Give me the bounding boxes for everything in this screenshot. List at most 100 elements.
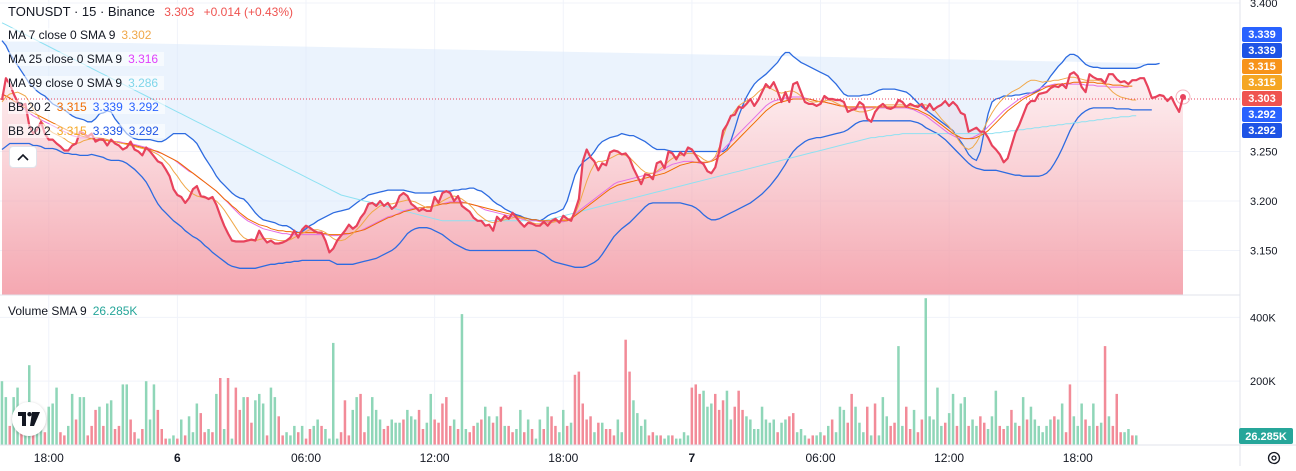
volume-value: 26.285K bbox=[92, 304, 138, 318]
volume-bar bbox=[211, 432, 214, 445]
volume-bar bbox=[562, 409, 565, 445]
volume-bar bbox=[164, 438, 167, 445]
volume-bar bbox=[1076, 425, 1079, 445]
legend-bb1[interactable]: BB 20 2 3.315 3.339 3.292 bbox=[8, 100, 165, 114]
volume-bar bbox=[667, 435, 670, 445]
volume-bar bbox=[690, 387, 694, 445]
volume-bar bbox=[386, 425, 390, 445]
legend-ma25[interactable]: MA 25 close 0 SMA 9 3.316 bbox=[8, 52, 165, 66]
volume-bar bbox=[1099, 422, 1103, 445]
volume-bar bbox=[250, 422, 253, 445]
chevron-up-icon bbox=[17, 153, 29, 161]
price-badge bbox=[1242, 75, 1282, 90]
legend-ma99[interactable]: MA 99 close 0 SMA 9 3.286 bbox=[8, 76, 165, 90]
legend-ma7[interactable]: MA 7 close 0 SMA 9 3.302 bbox=[8, 28, 158, 42]
price-badge bbox=[1242, 27, 1282, 42]
volume-bar bbox=[371, 397, 374, 445]
volume-bar bbox=[258, 393, 261, 445]
volume-bar bbox=[277, 416, 280, 445]
volume-bar bbox=[698, 393, 701, 445]
volume-bar bbox=[616, 419, 620, 445]
volume-bar bbox=[1018, 425, 1021, 445]
volume-bar bbox=[905, 406, 908, 445]
volume-bar bbox=[589, 416, 592, 445]
volume-bar bbox=[1088, 425, 1091, 445]
volume-bar bbox=[452, 419, 456, 445]
chart-settings-button[interactable] bbox=[1266, 450, 1282, 466]
volume-bar bbox=[117, 425, 121, 445]
volume-bar bbox=[920, 419, 924, 445]
volume-bar bbox=[714, 393, 717, 445]
volume-bar bbox=[390, 419, 393, 445]
volume-bar bbox=[916, 432, 920, 445]
price-area bbox=[2, 72, 1183, 295]
volume-bar bbox=[702, 390, 705, 445]
volume-bars bbox=[0, 298, 1138, 445]
volume-bar bbox=[437, 422, 440, 445]
volume-bar bbox=[144, 381, 148, 445]
volume-bar bbox=[398, 422, 401, 445]
volume-bar bbox=[889, 425, 892, 445]
volume-bar bbox=[74, 419, 78, 445]
volume-bar bbox=[43, 432, 47, 445]
tradingview-logo[interactable] bbox=[12, 402, 46, 436]
volume-bar bbox=[254, 400, 257, 445]
volume-bar bbox=[768, 422, 772, 445]
volume-bar bbox=[756, 429, 760, 445]
volume-bar bbox=[1127, 429, 1130, 445]
volume-bar bbox=[265, 435, 269, 445]
volume-bar bbox=[94, 409, 97, 445]
volume-bar bbox=[273, 397, 277, 445]
price-badge-label: 3.339 bbox=[1248, 45, 1276, 57]
symbol-title[interactable]: TONUSDT · 15 · Binance bbox=[8, 4, 155, 19]
volume-bar bbox=[480, 419, 483, 445]
price-tick-label: 3.400 bbox=[1250, 0, 1278, 10]
volume-bar bbox=[803, 435, 807, 445]
volume-bar bbox=[113, 429, 117, 445]
time-tick-label: 06:00 bbox=[291, 451, 321, 465]
volume-bar bbox=[4, 397, 8, 445]
collapse-legend-button[interactable] bbox=[9, 146, 37, 168]
volume-bar bbox=[413, 419, 417, 445]
volume-bar bbox=[1037, 425, 1040, 445]
volume-bar bbox=[335, 438, 339, 445]
volume-bar bbox=[795, 432, 799, 445]
volume-bar bbox=[308, 429, 312, 445]
ma7-label: MA 7 close 0 SMA 9 bbox=[8, 28, 116, 42]
volume-bar bbox=[542, 429, 545, 445]
bb-upper-line bbox=[1, 40, 1160, 234]
price-tick-label: 3.250 bbox=[1250, 147, 1278, 159]
volume-bar bbox=[963, 397, 966, 445]
volume-bar bbox=[643, 419, 647, 445]
volume-bar bbox=[484, 406, 487, 445]
volume-bar bbox=[203, 432, 206, 445]
price-badge-label: 3.339 bbox=[1248, 29, 1276, 41]
ma7-value: 3.302 bbox=[121, 28, 152, 42]
last-price-dot bbox=[1180, 94, 1186, 101]
price-axis-labels[interactable]: 3.400 3.250 3.200 3.150 bbox=[1250, 0, 1278, 258]
volume-bar bbox=[593, 432, 596, 445]
volume-bar bbox=[491, 422, 495, 445]
price-badges: 3.339 3.339 3.315 3.315 3.303 3.292 3.292 26.28… bbox=[1239, 27, 1293, 444]
volume-bar bbox=[940, 425, 943, 445]
volume-bar bbox=[873, 403, 877, 445]
ma99-label: MA 99 close 0 SMA 9 bbox=[8, 76, 123, 90]
volume-bar bbox=[819, 432, 822, 445]
volume-bar bbox=[402, 419, 405, 445]
volume-bar bbox=[355, 397, 358, 445]
price-area-fill bbox=[2, 72, 1183, 295]
volume-bar bbox=[678, 438, 682, 445]
volume-bar bbox=[827, 425, 830, 445]
volume-bar bbox=[281, 435, 284, 445]
volume-bar bbox=[608, 429, 612, 445]
symbol-legend[interactable]: TONUSDT · 15 · Binance 3.303 +0.014 (+0.… bbox=[8, 4, 300, 19]
legend-bb2[interactable]: BB 20 2 3.315 3.339 3.292 bbox=[8, 124, 165, 138]
legend-volume[interactable]: Volume SMA 9 26.285K bbox=[8, 304, 143, 318]
volume-bar bbox=[8, 425, 11, 445]
time-axis-labels[interactable]: 18:00 6 06:00 12:00 18:00 7 06:00 12:00 18:00 bbox=[34, 451, 1093, 465]
volume-bar bbox=[838, 406, 842, 445]
volume-bar bbox=[632, 400, 635, 445]
